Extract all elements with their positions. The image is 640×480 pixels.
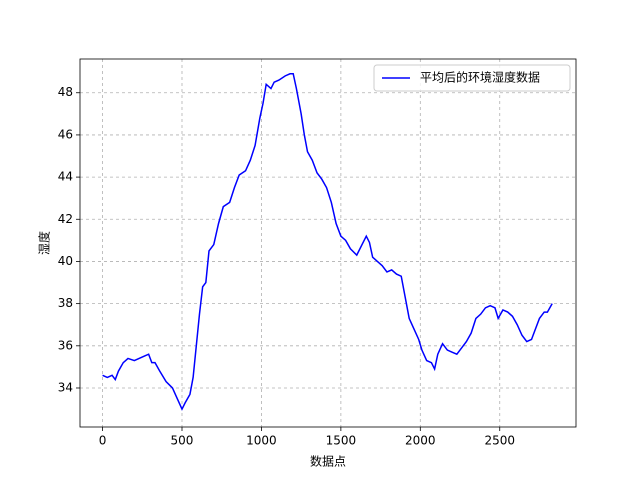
x-axis-label: 数据点 xyxy=(310,454,346,469)
y-tick-label: 44 xyxy=(58,170,73,184)
y-tick-label: 34 xyxy=(58,380,73,394)
x-tick-label: 1000 xyxy=(246,434,277,448)
x-tick-label: 0 xyxy=(99,434,107,448)
y-axis-label: 湿度 xyxy=(37,231,52,255)
axes-frame xyxy=(79,58,577,428)
legend-label: 平均后的环境湿度数据 xyxy=(420,70,540,85)
y-tick-label: 46 xyxy=(58,127,73,141)
x-tick-label: 500 xyxy=(171,434,194,448)
x-tick-label: 1500 xyxy=(326,434,357,448)
x-tick-label: 2000 xyxy=(405,434,436,448)
y-tick-label: 38 xyxy=(58,296,73,310)
x-tick-label: 2500 xyxy=(484,434,515,448)
plot-area xyxy=(80,59,576,427)
y-tick-label: 36 xyxy=(58,338,73,352)
y-tick-label: 42 xyxy=(58,212,73,226)
y-tick-label: 48 xyxy=(58,85,73,99)
data-line xyxy=(102,73,553,411)
y-tick-label: 40 xyxy=(58,254,73,268)
legend-box xyxy=(373,64,571,92)
